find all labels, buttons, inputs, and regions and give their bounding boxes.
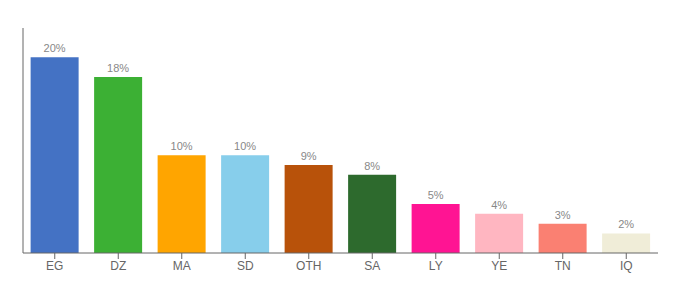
svg-text:MA: MA xyxy=(173,259,191,273)
svg-text:SA: SA xyxy=(364,259,380,273)
svg-text:SD: SD xyxy=(237,259,254,273)
svg-text:5%: 5% xyxy=(428,189,444,201)
svg-text:YE: YE xyxy=(491,259,507,273)
svg-text:LY: LY xyxy=(429,259,443,273)
svg-text:OTH: OTH xyxy=(296,259,321,273)
svg-text:2%: 2% xyxy=(618,218,634,230)
svg-text:DZ: DZ xyxy=(110,259,126,273)
svg-text:EG: EG xyxy=(46,259,63,273)
svg-text:18%: 18% xyxy=(107,62,129,74)
svg-text:20%: 20% xyxy=(44,42,66,54)
svg-text:3%: 3% xyxy=(555,209,571,221)
svg-text:9%: 9% xyxy=(301,150,317,162)
svg-text:4%: 4% xyxy=(491,199,507,211)
svg-text:10%: 10% xyxy=(234,140,256,152)
svg-text:8%: 8% xyxy=(364,160,380,172)
svg-text:IQ: IQ xyxy=(620,259,633,273)
svg-text:10%: 10% xyxy=(171,140,193,152)
svg-text:TN: TN xyxy=(555,259,571,273)
